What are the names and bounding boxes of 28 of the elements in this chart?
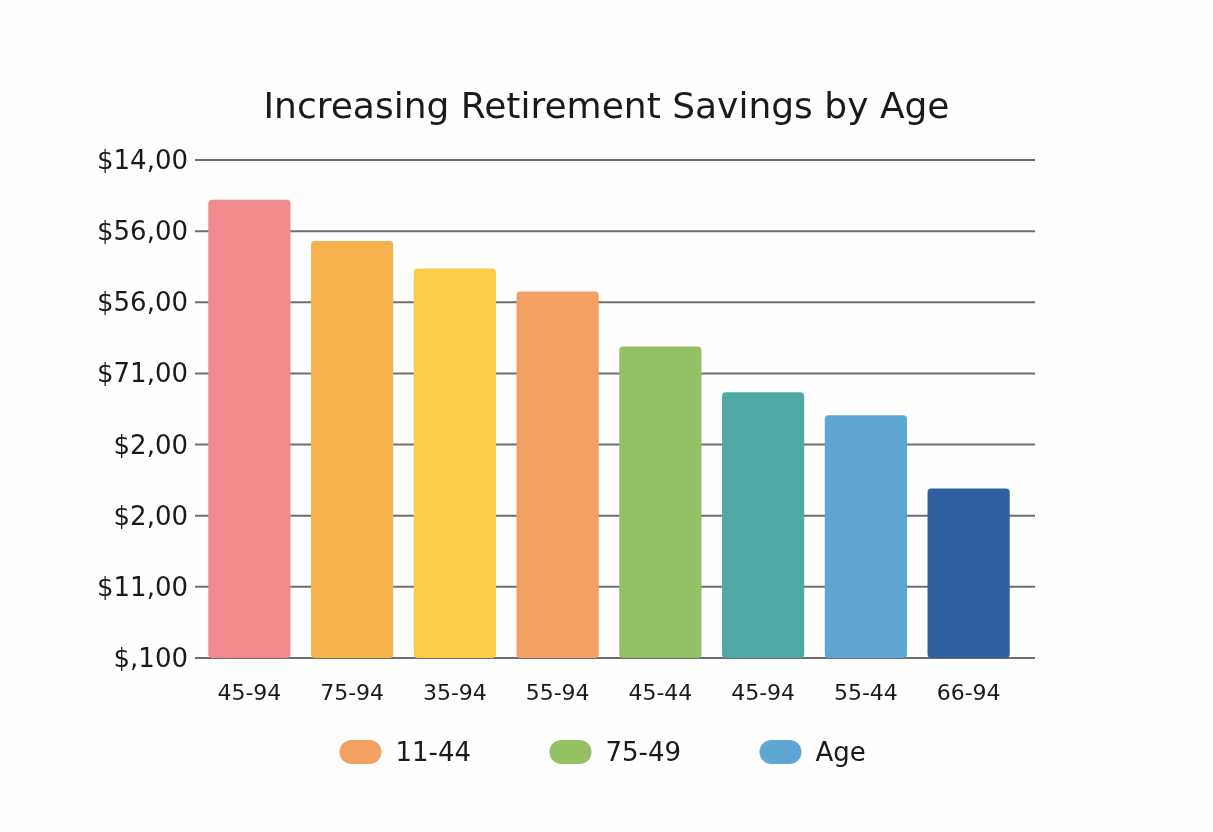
bar [927,488,1010,658]
bar [722,392,805,658]
x-tick-label: 75-94 [320,680,385,705]
bar [413,268,496,658]
x-tick-label: 35-94 [422,680,487,705]
text: $11,00 [97,571,188,602]
bar [208,199,291,658]
bar [311,241,394,658]
x-tick-label: 45-94 [217,680,282,705]
x-tick-label: 66-94 [936,680,1001,705]
x-tick-label: 55-94 [525,680,590,705]
chart-title: Increasing Retirement Savings by Age [263,85,950,126]
bar [516,291,599,658]
x-tick-label: 45-94 [731,680,796,705]
bar [824,415,907,658]
x-tick-label: 45-44 [628,680,693,705]
text: $,100 [113,643,188,673]
legend-label: 75-49 [605,737,682,767]
legend-label: 11-44 [395,737,472,767]
text: $2,00 [113,429,188,460]
text: $56,00 [97,287,188,318]
text: $56,00 [97,216,188,247]
x-tick-label: 55-44 [833,680,898,705]
legend-label: Age [815,737,866,767]
text: $14,00 [97,145,188,175]
text: $2,00 [113,500,188,531]
text: $71,00 [97,358,188,389]
bar [619,346,702,658]
